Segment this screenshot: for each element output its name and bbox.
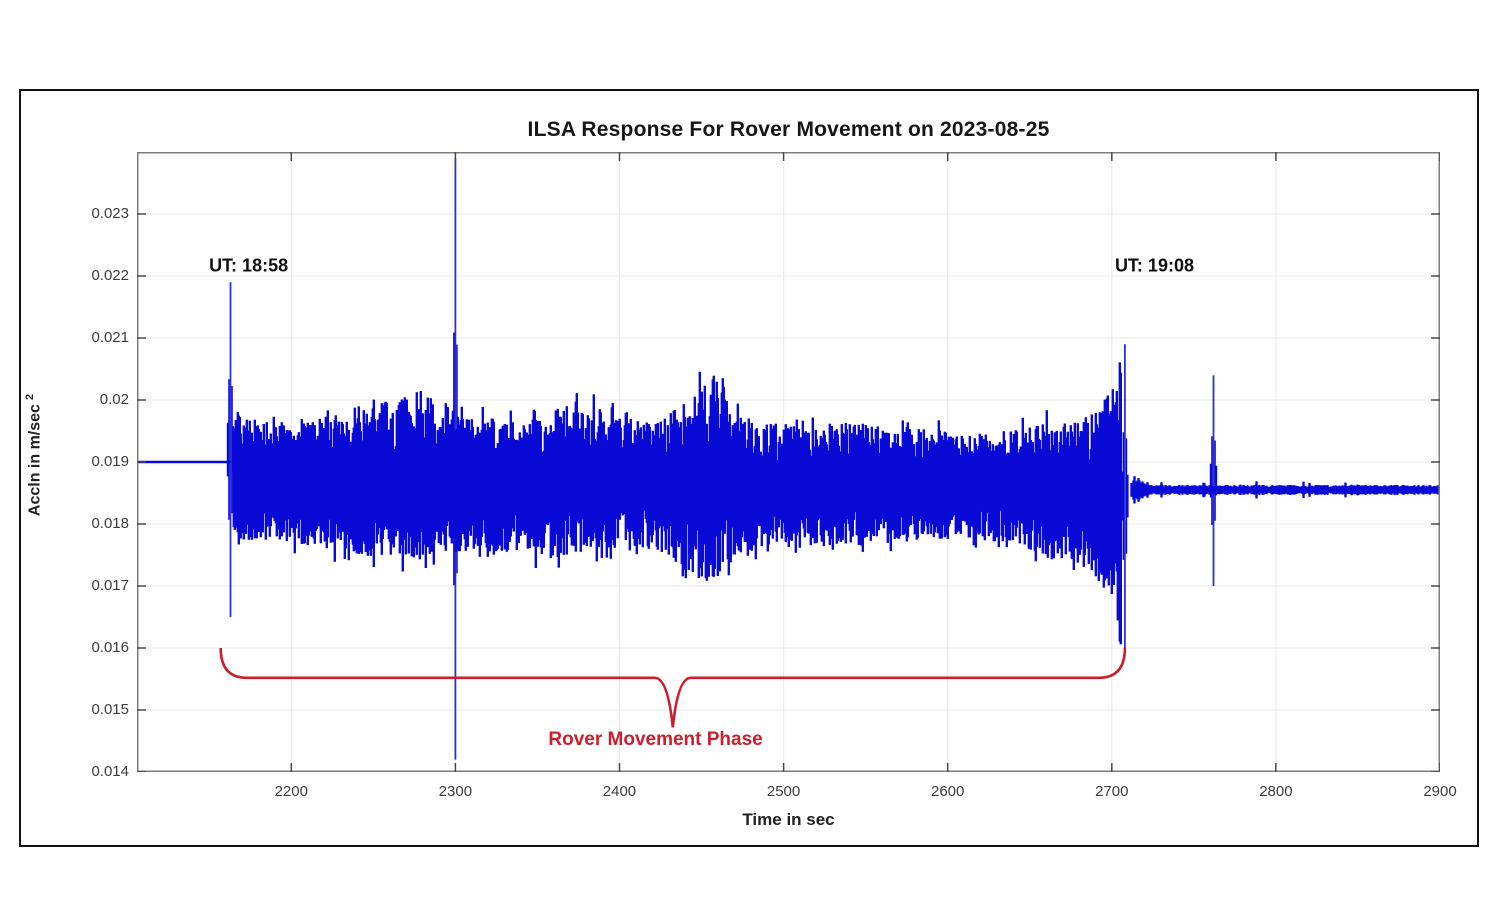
annotation-end-time: UT: 19:08	[1114, 255, 1194, 276]
y-tick-label: 0.019	[91, 453, 129, 470]
y-tick-label: 0.015	[91, 701, 129, 718]
y-axis-label-text: Accln in m/sec	[26, 404, 44, 517]
y-axis-label-exponent: 2	[24, 393, 36, 401]
x-tick-label: 2600	[930, 783, 965, 800]
y-tick-label: 0.016	[91, 639, 129, 656]
x-tick-label: 2700	[1095, 783, 1129, 800]
spike-skirts	[226, 332, 1218, 586]
spikes	[229, 158, 1215, 760]
x-tick-label: 2400	[602, 783, 637, 800]
annotation-phase-label: Rover Movement Phase	[548, 728, 763, 750]
y-tick-label: 0.018	[91, 515, 129, 532]
x-tick-label: 2900	[1423, 783, 1457, 800]
plot-area	[137, 152, 1440, 772]
x-tick-label: 2300	[438, 783, 473, 800]
x-tick-label: 2200	[274, 783, 308, 800]
y-tick-label: 0.023	[91, 205, 129, 222]
y-tick-label: 0.017	[91, 577, 129, 594]
annotation-start-time: UT: 18:58	[209, 255, 289, 276]
y-tick-label: 0.022	[91, 267, 129, 284]
phase-brace	[219, 647, 1127, 728]
chart-title: ILSA Response For Rover Movement on 2023…	[527, 118, 1050, 141]
x-axis-label: Time in sec	[742, 810, 835, 829]
y-tick-label: 0.021	[91, 329, 129, 346]
tick-marks	[137, 152, 1440, 772]
y-axis-label: Accln in m/sec 2	[24, 325, 44, 585]
y-tick-label: 0.02	[99, 391, 129, 408]
waveform-band	[233, 362, 1440, 645]
x-tick-label: 2800	[1259, 783, 1293, 800]
x-tick-label: 2500	[766, 783, 801, 800]
y-tick-label: 0.014	[91, 763, 129, 780]
